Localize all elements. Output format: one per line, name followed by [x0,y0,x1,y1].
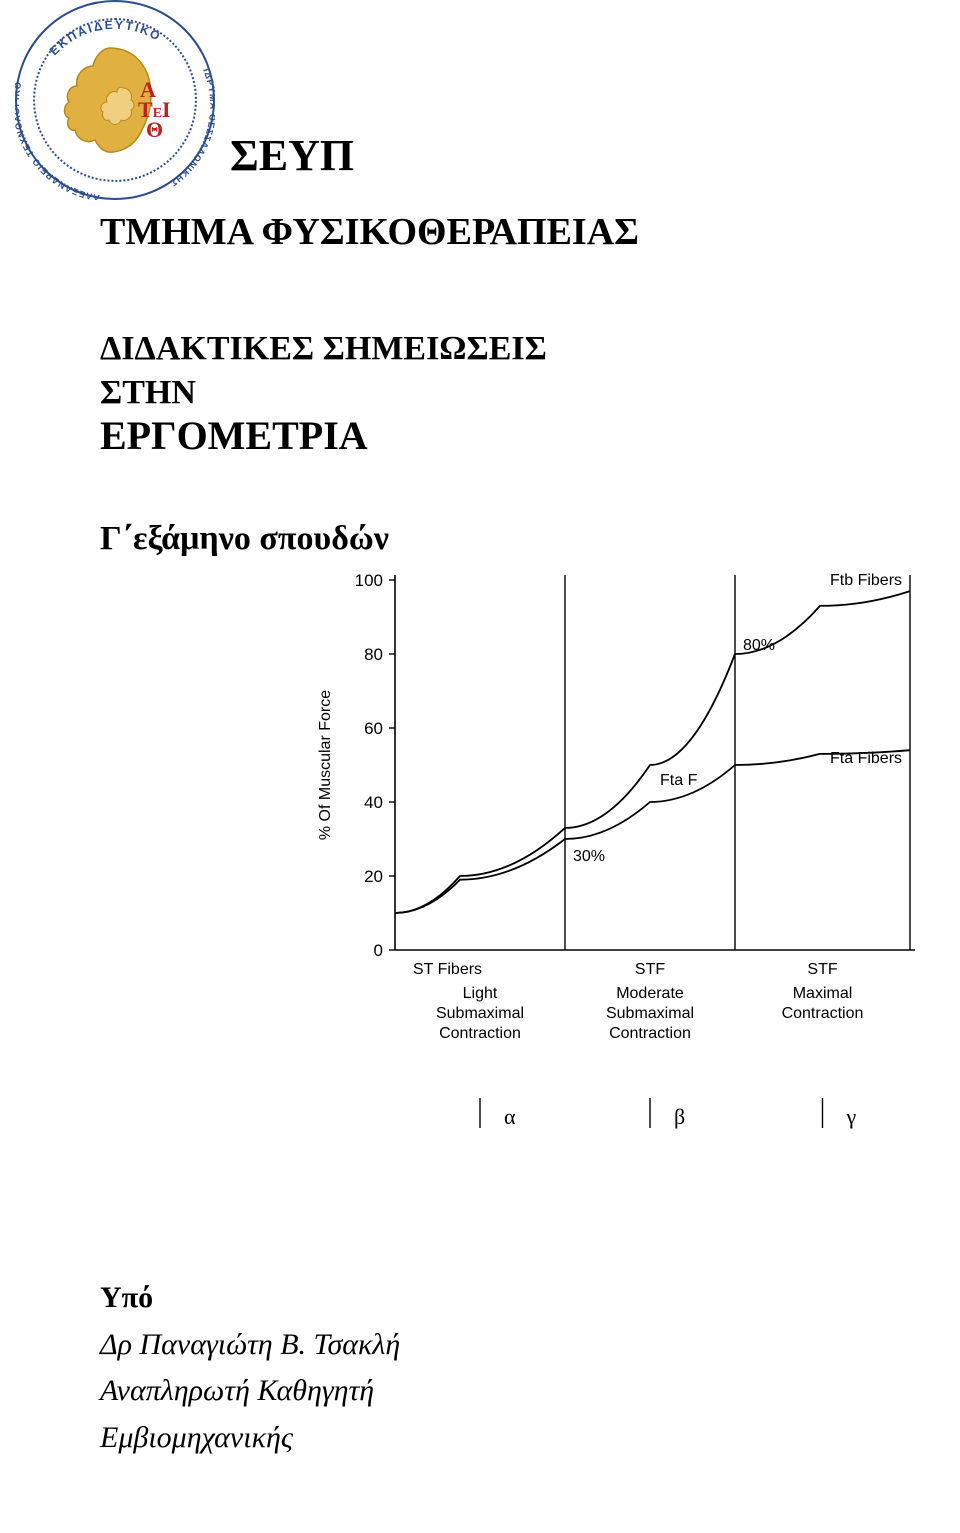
logo-tei-th: Θ [146,120,171,140]
byline-rank: Αναπληρωτή Καθηγητή [100,1368,400,1415]
svg-text:STF: STF [635,961,665,978]
svg-text:ST Fibers: ST Fibers [413,961,482,978]
svg-text:40: 40 [364,793,383,812]
svg-text:0: 0 [374,941,383,960]
svg-text:α: α [504,1104,516,1129]
svg-text:100: 100 [355,571,383,590]
page: ΕΚΠΑΙΔΕΥΤΙΚΟ ΑΛΕΞΑΝΔΡΕΙΟ ΤΕΧΝΟΛΟΓΙΚΟ ΙΔΡ… [0,0,960,1533]
svg-text:Moderate: Moderate [616,985,684,1002]
logo-tei-letters: Α ΤΕΙ Θ [140,80,171,140]
svg-text:Submaximal: Submaximal [606,1005,694,1022]
subtitle-line2-big: ΕΡΓΟΜΕΤΡΙΑ [100,412,547,459]
svg-text:Light: Light [463,985,498,1002]
svg-text:Contraction: Contraction [439,1025,521,1042]
svg-text:β: β [674,1104,685,1129]
svg-text:Ftb Fibers: Ftb Fibers [830,572,902,589]
svg-text:80: 80 [364,645,383,664]
heading-department: ΤΜΗΜΑ ΦΥΣΙΚΟΘΕΡΑΠΕΙΑΣ [100,210,639,254]
svg-text:Contraction: Contraction [609,1025,691,1042]
svg-text:ΙΔΡΥΜΑ ΘΕΣΣΑΛΟΝΙΚΗΣ: ΙΔΡΥΜΑ ΘΕΣΣΑΛΟΝΙΚΗΣ [168,67,215,189]
logo-arc-right: ΙΔΡΥΜΑ ΘΕΣΣΑΛΟΝΙΚΗΣ [168,67,215,189]
svg-text:% Of Muscular Force: % Of Muscular Force [317,690,334,840]
svg-text:γ: γ [846,1104,857,1129]
byline-author: Δρ Παναγιώτη Β. Τσακλή [100,1322,400,1369]
subtitle-line2-small: ΣΤΗΝ [100,374,547,412]
chart-svg: 0 20 40 60 80 100 % Of Muscular Force 30% 80% Fta… [310,560,930,1200]
svg-text:60: 60 [364,719,383,738]
byline-ypo: Υπό [100,1275,400,1322]
svg-text:30%: 30% [573,848,605,865]
svg-text:Fta Fibers: Fta Fibers [830,750,902,767]
svg-text:Contraction: Contraction [782,1005,864,1022]
subtitle-block: ΔΙΔΑΚΤΙΚΕΣ ΣΗΜΕΙΩΣΕΙΣ ΣΤΗΝ ΕΡΓΟΜΕΤΡΙΑ [100,330,547,459]
muscular-force-chart: 0 20 40 60 80 100 % Of Muscular Force 30% 80% Fta… [310,560,930,1200]
institution-logo: ΕΚΠΑΙΔΕΥΤΙΚΟ ΑΛΕΞΑΝΔΡΕΙΟ ΤΕΧΝΟΛΟΓΙΚΟ ΙΔΡ… [15,0,215,200]
svg-text:20: 20 [364,867,383,886]
semester-line: Γ΄εξάμηνο σπουδών [100,520,389,558]
svg-text:Submaximal: Submaximal [436,1005,524,1022]
subtitle-line1: ΔΙΔΑΚΤΙΚΕΣ ΣΗΜΕΙΩΣΕΙΣ [100,330,547,368]
svg-text:Fta F: Fta F [660,772,698,789]
byline-field: Εμβιομηχανικής [100,1415,400,1462]
svg-text:STF: STF [807,961,837,978]
svg-text:80%: 80% [743,637,775,654]
byline-block: Υπό Δρ Παναγιώτη Β. Τσακλή Αναπληρωτή Κα… [100,1275,400,1461]
heading-seyp: ΣΕΥΠ [230,130,354,181]
svg-text:Maximal: Maximal [793,985,853,1002]
